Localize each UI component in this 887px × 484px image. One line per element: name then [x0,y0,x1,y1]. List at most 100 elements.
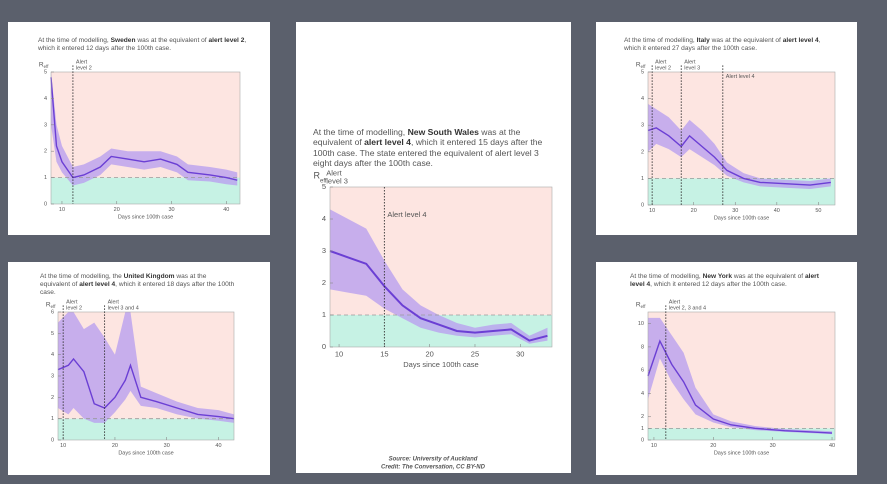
caption-part: was at the equivalent of [709,37,783,44]
median-line [647,127,831,186]
alert-label: Alert [684,60,696,66]
caption-part: , which it entered 12 days after the 100… [650,280,787,288]
x-tick-label: 20 [691,208,697,214]
caption-part: was at the equivalent of [135,37,209,44]
x-axis-label: Days since 100th case [714,451,769,457]
y-tick-label: 3 [44,122,47,128]
above-region [648,72,835,179]
alert-label: level 2 [66,305,82,311]
y-label-sub: eff [641,64,647,69]
y-label-sub: eff [51,304,57,309]
below-region [648,428,835,440]
x-tick-label: 40 [215,443,221,449]
caption-part: , which it entered 15 days after the 100… [313,137,543,168]
caption-part: New South Wales [407,127,479,137]
y-label-sub: eff [44,64,50,69]
x-tick-label: 20 [710,443,716,449]
caption-part: alert level 4 [364,137,411,148]
y-tick-label: 4 [51,352,54,358]
alert-label: level 3 and 4 [108,305,139,311]
y-tick-label: 2 [44,149,47,155]
alert-label: Alert level 4 [726,74,755,80]
x-tick-label: 25 [471,349,479,358]
caption-part: Italy [696,37,710,44]
y-label-main: R [46,301,51,308]
x-tick-label: 30 [168,207,174,213]
alert-label: Alert [66,300,78,306]
x-tick-label: 50 [815,208,821,214]
y-tick-label: 3 [641,123,644,129]
y-tick-label: 2 [51,395,54,401]
x-tick-label: 40 [223,207,229,213]
y-tick-label: 2 [641,414,644,420]
caption: At the time of modelling, New York was a… [630,273,835,289]
y-tick-label: 3 [322,246,326,255]
x-tick-label: 20 [426,349,434,358]
y-label-main: R [636,301,641,308]
y-tick-label: 5 [322,182,326,191]
y-label-main: R [636,61,641,68]
y-axis-label: Reff [636,61,646,69]
x-tick-label: 30 [770,443,776,449]
x-tick-label: 20 [114,207,120,213]
y-tick-label: 0 [44,201,47,207]
y-tick-label: 1 [51,416,54,422]
median-line [329,250,548,342]
y-tick-label: 5 [51,331,54,337]
x-tick-label: 30 [732,208,738,214]
y-tick-label: 2 [641,149,644,155]
median-line [647,339,833,434]
caption-part: New York [702,273,733,280]
y-tick-label: 0 [641,437,644,443]
y-tick-label: 10 [638,321,644,327]
x-tick-label: 10 [651,443,657,449]
y-tick-label: 6 [641,368,644,374]
y-label-sub: eff [320,178,327,184]
y-label-sub: eff [641,304,647,309]
caption-part: alert level 2 [208,37,245,44]
alert-label: Alert [326,168,342,177]
y-tick-label: 6 [51,309,54,315]
interval-band [648,103,831,190]
caption: At the time of modelling, New South Wale… [313,127,551,168]
x-tick-label: 15 [380,349,388,358]
interval-band [58,312,234,423]
caption: At the time of modelling, the United Kin… [40,273,235,297]
y-tick-label: 4 [641,391,644,397]
caption-part: was at the equivalent of [732,273,805,280]
interval-band [51,72,238,186]
alert-label: level 2, 3 and 4 [669,305,706,311]
plot-frame [647,311,836,441]
interval-band [330,209,548,344]
alert-label: Alert [669,300,681,306]
x-tick-label: 20 [112,443,118,449]
below-region [58,418,234,440]
y-tick-label: 0 [641,202,644,208]
x-axis-label: Days since 100th case [118,451,173,457]
y-tick-label: 5 [44,69,47,75]
y-tick-label: 1 [641,426,644,432]
y-axis-label: Reff [314,171,327,184]
caption-part: At the time of modelling, [630,273,703,280]
caption-part: , which it entered 18 days after the 100… [40,280,235,296]
y-tick-label: 2 [322,278,326,287]
alert-label: level 3 [326,176,348,185]
caption-part: United Kingdom [123,273,175,280]
caption-part: , which it entered 12 days after the 100… [38,37,247,52]
alert-label: Alert [76,60,88,66]
x-tick-label: 30 [516,349,524,358]
x-tick-label: 40 [774,208,780,214]
alert-label: Alert level 4 [387,210,426,219]
plot-frame [647,71,836,206]
y-tick-label: 1 [322,310,326,319]
x-tick-label: 10 [60,443,66,449]
y-tick-label: 0 [51,437,54,443]
x-axis-label: Days since 100th case [403,360,478,369]
x-tick-label: 40 [829,443,835,449]
x-axis-label: Days since 100th case [118,215,173,221]
caption-part: , which it entered 27 days after the 100… [624,37,821,52]
footer: Source: University of Auckland [389,457,478,463]
x-tick-label: 30 [164,443,170,449]
